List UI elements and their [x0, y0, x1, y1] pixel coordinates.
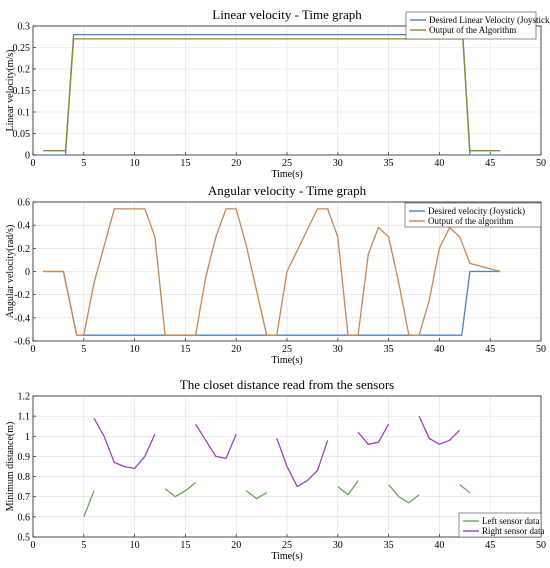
x-tick-label: 30 — [333, 540, 343, 551]
x-tick-label: 20 — [231, 344, 241, 355]
x-tick-label: 0 — [31, 344, 36, 355]
y-tick-label: -0.6 — [14, 337, 30, 348]
x-tick-label: 40 — [434, 158, 444, 169]
x-tick-label: 5 — [81, 540, 86, 551]
y-axis-label: Angular velocity(rad/s) — [5, 225, 16, 319]
y-tick-label: 0.25 — [13, 43, 31, 54]
series-line-1 — [388, 484, 420, 504]
legend-box — [404, 202, 542, 228]
x-tick-label: 25 — [282, 540, 292, 551]
y-tick-label: 1 — [25, 432, 30, 443]
legend-box — [405, 11, 537, 40]
y-tick-label: 0.5 — [18, 533, 31, 544]
x-tick-label: 15 — [180, 540, 190, 551]
legend-label-2: Output of the Algorithm — [429, 25, 516, 35]
series-line-2 — [43, 38, 501, 152]
y-tick-label: -0.4 — [14, 313, 30, 324]
y-tick-label: 0.15 — [13, 86, 31, 97]
x-tick-label: 5 — [81, 344, 86, 355]
x-tick-label: 0 — [31, 158, 36, 169]
chart-3: 0 5 10 15 20 25 30 35 40 45 50 0.5 0.6 0.7 0.8 0.9 1 1.1 1… — [5, 377, 546, 562]
x-tick-label: 50 — [536, 158, 546, 169]
series-line-1 — [43, 270, 501, 336]
legend-box — [458, 512, 542, 538]
series-line-1 — [83, 490, 95, 518]
x-tick-label: 20 — [231, 158, 241, 169]
y-tick-label: -0.2 — [14, 290, 30, 301]
y-tick-label: 0.2 — [18, 244, 31, 255]
x-axis-label: Time(s) — [271, 169, 302, 180]
x-tick-label: 0 — [31, 540, 36, 551]
legend: Desired Linear Velocity (Joystick)Output… — [405, 11, 550, 40]
chart-title: Linear velocity - Time graph — [212, 7, 362, 22]
x-tick-label: 50 — [536, 540, 546, 551]
chart-1: 0 5 10 15 20 25 30 35 40 45 50 0 0.05 0.1 0.15 0.2 0.25 0… — [5, 7, 550, 180]
legend-label-1: Left sensor data — [482, 516, 539, 526]
series-line-1 — [459, 484, 471, 494]
y-tick-label: 0.4 — [18, 221, 31, 232]
x-tick-label: 35 — [384, 540, 394, 551]
legend: Desired velocity (Joystick)Output of the… — [404, 202, 542, 228]
x-tick-label: 30 — [333, 158, 343, 169]
x-tick-label: 40 — [434, 344, 444, 355]
y-tick-label: 0.3 — [18, 22, 31, 33]
x-tick-label: 50 — [536, 344, 546, 355]
legend-label-1: Desired Linear Velocity (Joystick) — [429, 15, 550, 25]
plot-frame — [32, 395, 542, 538]
series-line-2 — [276, 438, 329, 488]
plot-frame — [32, 25, 542, 156]
y-axis-label: Minimum distance(m) — [5, 422, 16, 512]
x-tick-label: 45 — [485, 344, 495, 355]
y-tick-label: 0.2 — [18, 65, 31, 76]
series-line-1 — [164, 482, 197, 498]
plot-frame — [32, 201, 542, 342]
series-line-1 — [337, 480, 359, 496]
chart-2: 0 5 10 15 20 25 30 35 40 45 50 -0.6 -0.4 -0.2 0 0.2 0.4 0… — [5, 183, 546, 366]
series-line-1 — [43, 33, 501, 156]
y-tick-label: 0 — [25, 151, 30, 162]
x-tick-label: 40 — [434, 540, 444, 551]
x-tick-label: 10 — [130, 540, 140, 551]
series-line-2 — [43, 208, 501, 336]
x-axis-label: Time(s) — [271, 551, 302, 562]
x-tick-label: 25 — [282, 344, 292, 355]
y-tick-label: 0.05 — [13, 129, 31, 140]
x-tick-label: 20 — [231, 540, 241, 551]
x-tick-label: 10 — [130, 344, 140, 355]
y-tick-label: 0 — [25, 267, 30, 278]
legend-label-1: Desired velocity (Joystick) — [428, 206, 525, 216]
y-tick-label: 0.9 — [18, 452, 31, 463]
x-tick-label: 35 — [384, 158, 394, 169]
x-tick-label: 45 — [485, 540, 495, 551]
y-axis-label: Linear velocity(m/s) — [5, 50, 16, 132]
series-line-2 — [418, 415, 461, 445]
series-line-2 — [195, 423, 237, 460]
x-tick-label: 35 — [384, 344, 394, 355]
x-tick-label: 25 — [282, 158, 292, 169]
x-tick-label: 30 — [333, 344, 343, 355]
legend-label-2: Right sensor data — [482, 526, 545, 536]
series-line-2 — [93, 417, 156, 470]
x-tick-label: 5 — [81, 158, 86, 169]
y-tick-label: 0.7 — [18, 492, 31, 503]
y-tick-label: 1.1 — [18, 412, 31, 423]
chart-title: Angular velocity - Time graph — [208, 183, 367, 198]
chart-title: The closet distance read from the sensor… — [180, 377, 394, 392]
y-tick-label: 0.8 — [18, 472, 31, 483]
y-tick-label: 1.2 — [18, 392, 31, 403]
x-tick-label: 45 — [485, 158, 495, 169]
series-line-1 — [245, 490, 268, 500]
x-tick-label: 10 — [130, 158, 140, 169]
x-tick-label: 15 — [180, 158, 190, 169]
y-tick-label: 0.1 — [18, 108, 31, 119]
y-tick-label: 0.6 — [18, 512, 31, 523]
y-tick-label: 0.6 — [18, 198, 31, 209]
x-tick-label: 15 — [180, 344, 190, 355]
x-axis-label: Time(s) — [271, 355, 302, 366]
legend-label-2: Output of the algorithm — [428, 216, 513, 226]
series-line-2 — [357, 423, 390, 445]
